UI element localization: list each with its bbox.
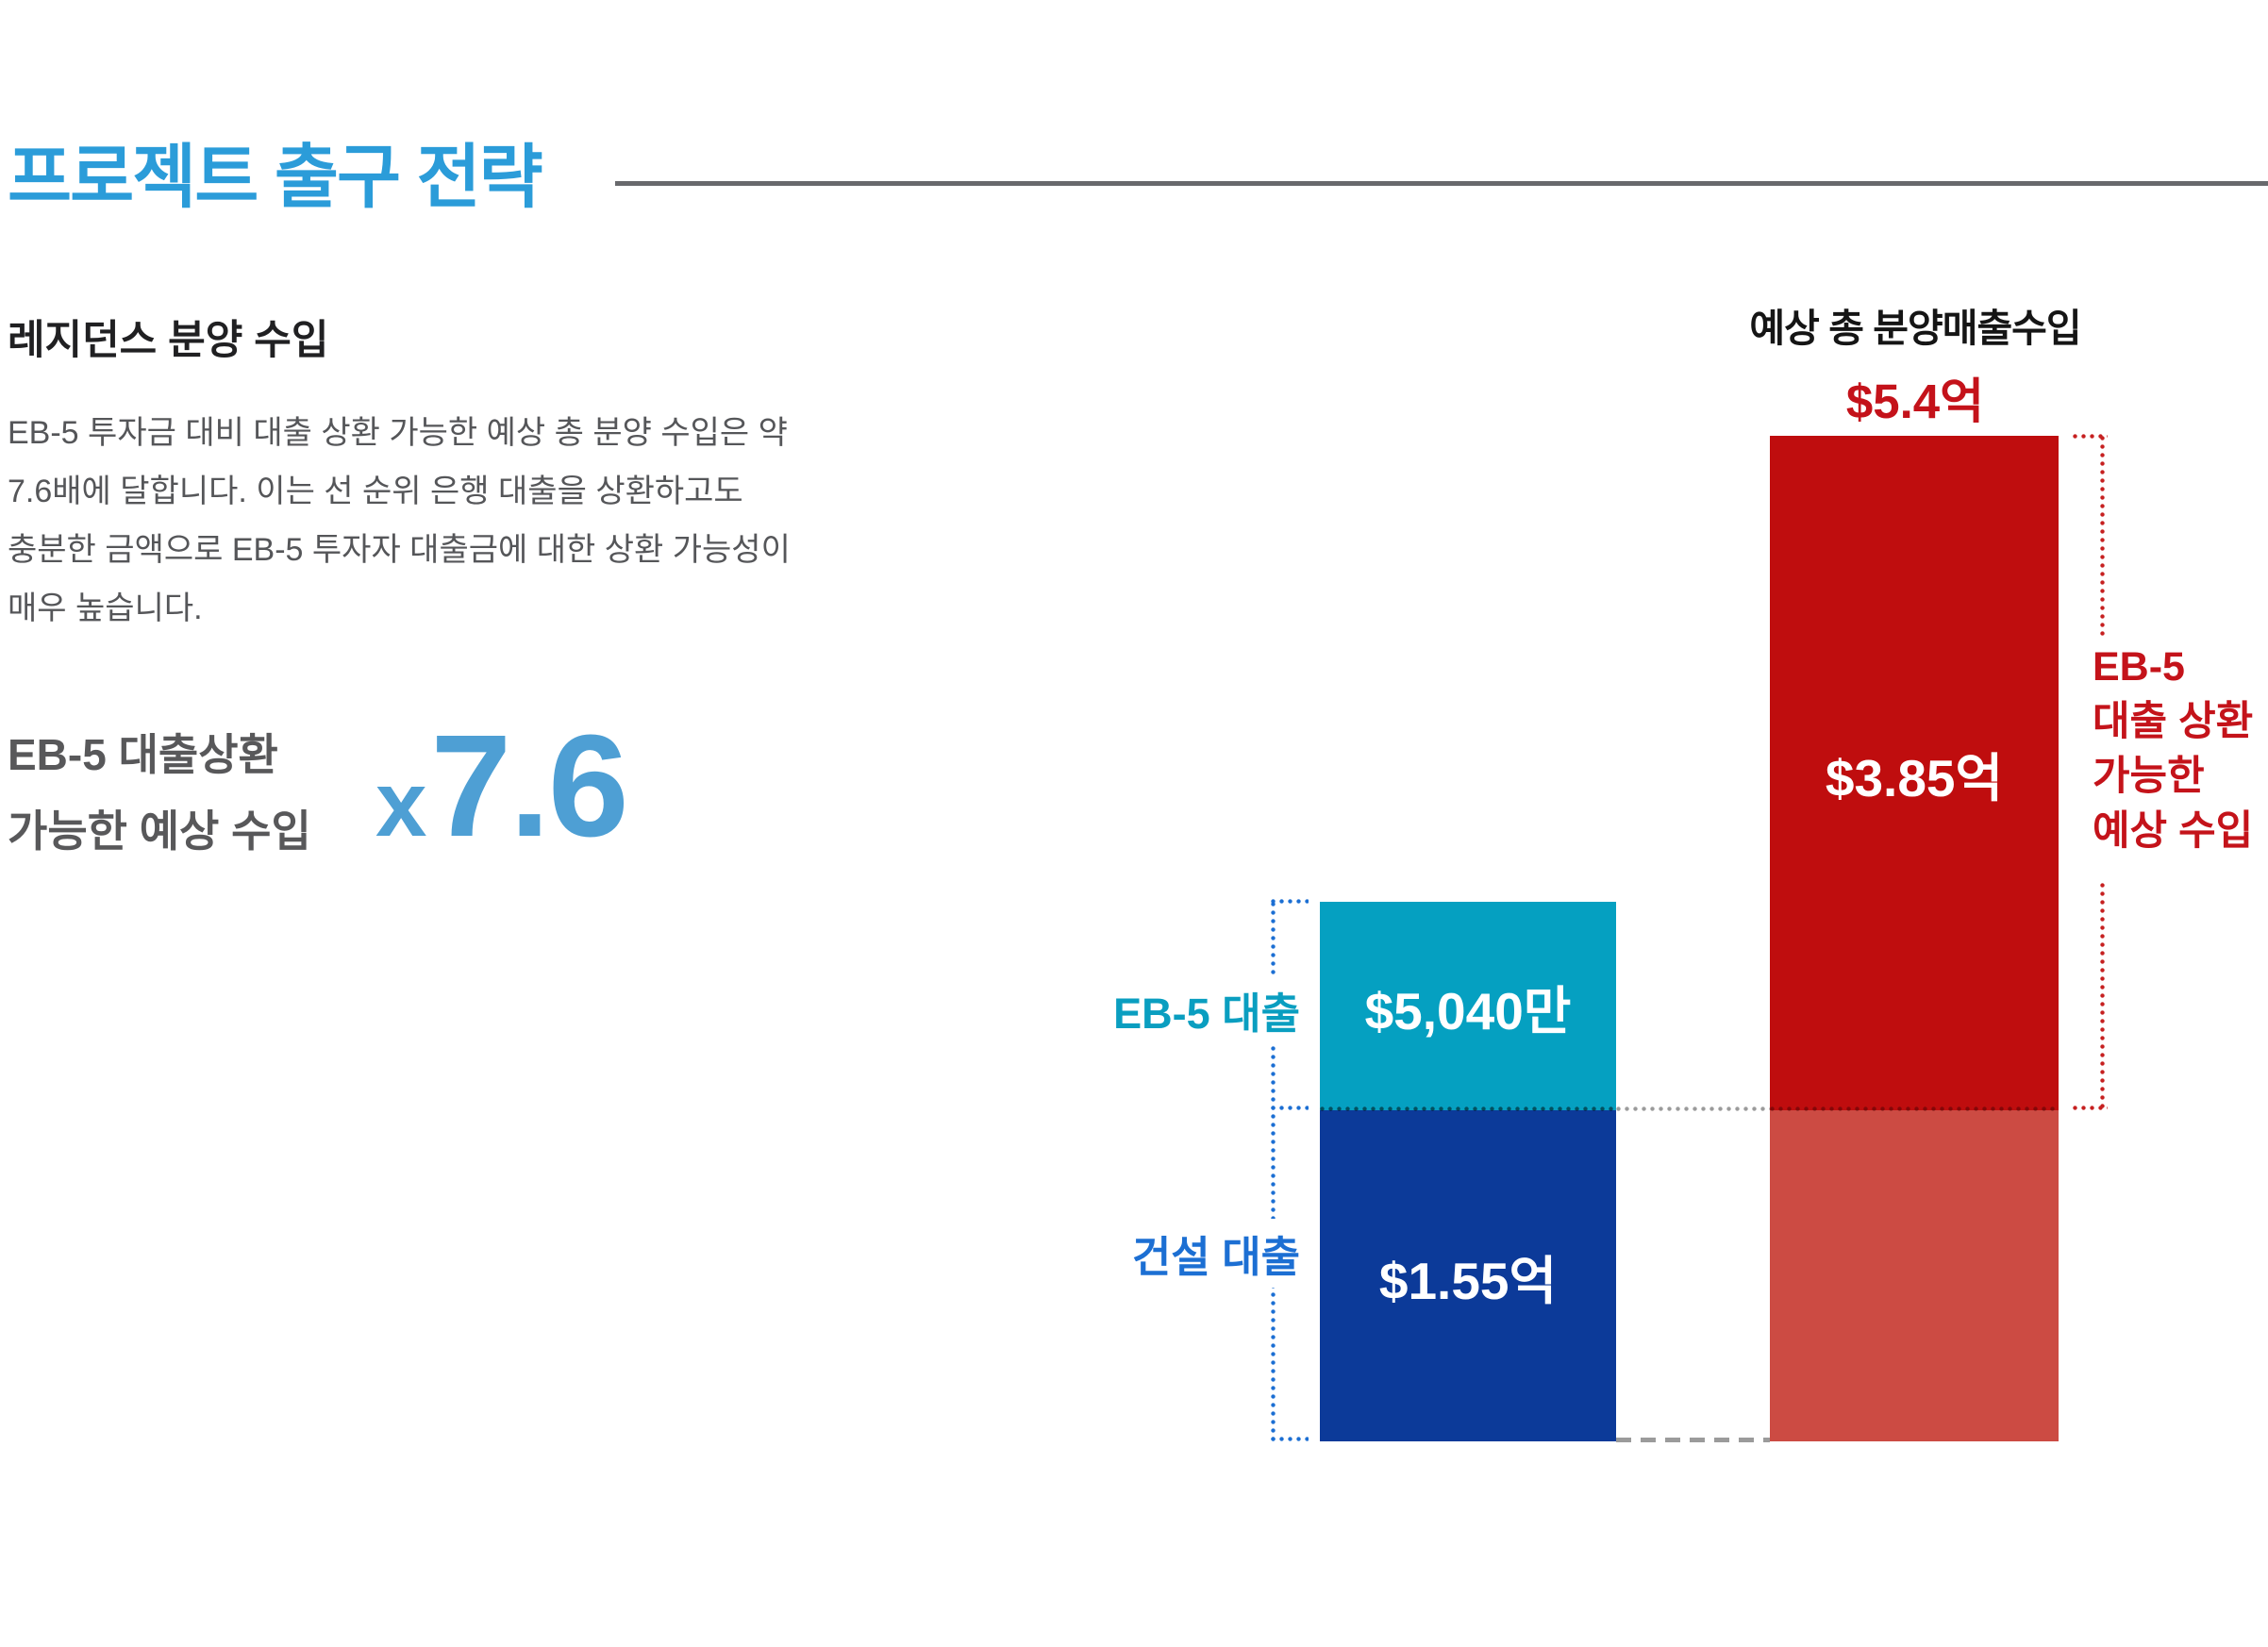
paragraph-line: 충분한 금액으로 EB-5 투자자 대출금에 대한 상환 가능성이 <box>8 532 791 568</box>
bracket-label-line: 가능한 <box>2093 754 2205 799</box>
bracket-label-line: 대출 상환 <box>2093 699 2254 744</box>
section-heading: 레지던스 분양 수입 <box>8 318 329 363</box>
left-bracket-top-tick <box>1271 899 1309 904</box>
boundary-dotted-line-gap <box>1616 1106 1770 1111</box>
paragraph-line: 매우 높습니다. <box>8 591 203 626</box>
bar-segment-eb5-loan: $5,040만 <box>1320 902 1616 1110</box>
right-bracket-bottom-tick <box>2073 1106 2108 1110</box>
boundary-dotted-line-left-bar <box>1320 1106 1616 1111</box>
multiplier-value: x 7.6 <box>375 705 629 867</box>
multiplier-label-line: 가능한 예상 수입 <box>8 807 311 856</box>
construction-loan-label: 건설 대출 <box>1057 1219 1302 1288</box>
right-bracket-top-tick <box>2073 434 2108 439</box>
bar-value-label: $5,040만 <box>1364 981 1572 1040</box>
right-bracket-vertical-line-upper <box>2100 436 2105 651</box>
boundary-dotted-line-right-bar <box>1770 1106 2059 1111</box>
eb5-loan-label: EB-5 대출 <box>1057 975 1302 1044</box>
bar-value-label: $1.55억 <box>1378 1251 1558 1310</box>
bracket-label-line: EB-5 <box>2093 644 2185 690</box>
baseline-dashed-line <box>1616 1438 1770 1442</box>
page-title: 프로젝트 출구 전략 <box>8 138 543 216</box>
multiplier-label: EB-5 대출상환 가능한 예상 수입 <box>8 717 311 870</box>
bracket-label-line: 예상 수입 <box>2093 808 2254 854</box>
left-bracket-middle-tick <box>1271 1106 1309 1110</box>
multiplier-number: 7.6 <box>430 705 629 867</box>
bar-segment-eb5-repayable-revenue: $3.85억 <box>1770 436 2059 1110</box>
paragraph-line: EB-5 투자금 대비 대출 상환 가능한 예상 총 분양 수입은 약 <box>8 415 788 451</box>
left-bracket-vertical-line <box>1271 902 1276 1441</box>
bar-segment-construction-loan: $1.55억 <box>1320 1110 1616 1441</box>
chart-total-value: $5.4억 <box>1845 374 1985 428</box>
left-bracket-bottom-tick <box>1271 1437 1309 1441</box>
multiplier-prefix: x <box>375 752 427 856</box>
chart-heading: 예상 총 분양매출수입 $5.4억 <box>1670 296 2160 432</box>
description-paragraph: EB-5 투자금 대비 대출 상환 가능한 예상 총 분양 수입은 약 7.6배… <box>8 404 791 638</box>
eb5-repayable-revenue-label: EB-5 대출 상환 가능한 예상 수입 <box>2087 640 2254 858</box>
chart-title: 예상 총 분양매출수입 <box>1749 307 2081 350</box>
title-divider <box>615 181 2268 186</box>
paragraph-line: 7.6배에 달합니다. 이는 선 순위 은행 대출을 상환하고도 <box>8 474 743 509</box>
bar-segment-remaining-revenue <box>1770 1110 2059 1441</box>
right-bracket-vertical-line-lower <box>2100 883 2105 1110</box>
bar-value-label: $3.85억 <box>1825 748 2004 807</box>
multiplier-label-line: EB-5 대출상환 <box>8 730 278 779</box>
